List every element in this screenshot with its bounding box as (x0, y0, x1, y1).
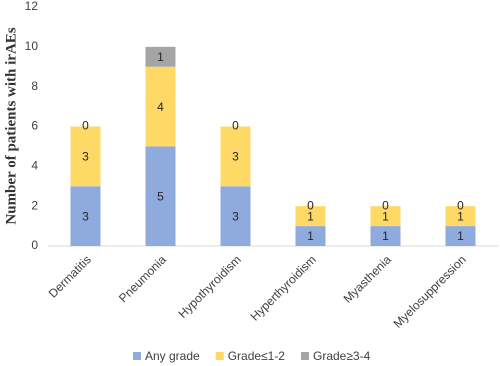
legend-swatch (300, 352, 309, 360)
data-label: 0 (232, 119, 239, 133)
y-tick-label: 4 (31, 159, 38, 173)
bar-segment (295, 226, 326, 246)
data-label: 5 (157, 189, 164, 203)
y-tick-label: 12 (25, 0, 39, 13)
x-tick-label: Myasthenia (341, 252, 395, 306)
legend-swatch (133, 352, 141, 360)
data-label: 3 (232, 209, 239, 223)
y-tick-label: 6 (31, 119, 38, 133)
data-label: 0 (307, 198, 314, 212)
bar-segment (70, 186, 101, 246)
legend-label: Grade≥3-4 (313, 349, 371, 363)
data-label: 1 (307, 229, 314, 243)
x-tick-label: Dermatitis (46, 252, 94, 300)
data-label: 0 (457, 198, 464, 212)
x-tick-label: Myelosuppression (391, 252, 469, 330)
data-label: 3 (82, 150, 89, 164)
bar-segment (220, 126, 251, 187)
data-label: 1 (457, 209, 464, 223)
y-tick-label: 2 (31, 198, 38, 212)
bar-segment (445, 206, 476, 227)
y-tick-label: 10 (25, 39, 39, 53)
data-label: 1 (457, 229, 464, 243)
data-label: 4 (157, 100, 164, 114)
bar-segment (445, 226, 476, 246)
bar-segment (370, 206, 401, 227)
bar-segment (145, 46, 176, 67)
bar-segment (145, 66, 176, 147)
x-tick-label: Hypothyroidism (175, 252, 243, 320)
data-label: 0 (82, 119, 89, 133)
x-tick-label: Pneumonia (116, 252, 169, 305)
legend-label: Grade≤1-2 (228, 349, 286, 363)
legend-swatch (215, 352, 224, 360)
y-axis-label: Number of patients with irAEs (3, 27, 19, 224)
data-label: 1 (307, 209, 314, 223)
legend-label: Any grade (145, 349, 200, 363)
bar-segment (295, 206, 326, 227)
data-label: 3 (82, 209, 89, 223)
data-label: 3 (232, 150, 239, 164)
bar-segment (220, 186, 251, 246)
data-label: 1 (382, 209, 389, 223)
bar-segment (70, 126, 101, 187)
x-tick-label: Hyperthyroidism (248, 252, 319, 323)
bar-segment (370, 226, 401, 246)
y-tick-label: 0 (31, 238, 38, 252)
data-label: 1 (157, 50, 164, 64)
data-label: 0 (382, 198, 389, 212)
y-tick-label: 8 (31, 79, 38, 93)
data-label: 1 (382, 229, 389, 243)
bar-segment (145, 146, 176, 246)
